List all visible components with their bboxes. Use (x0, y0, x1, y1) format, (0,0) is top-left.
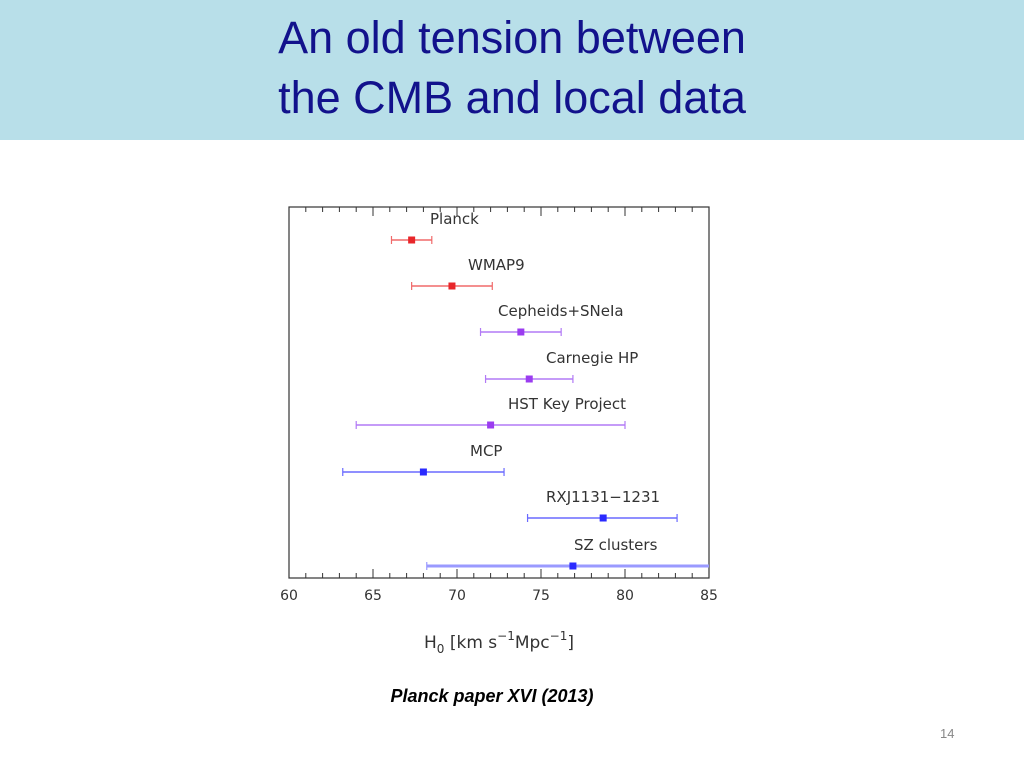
x-axis-label-part: [km s (444, 633, 497, 653)
x-axis-label-part: 0 (437, 642, 445, 656)
x-tick-label: 85 (700, 588, 718, 604)
x-tick-label: 80 (616, 588, 634, 604)
x-axis-label-part: H (424, 633, 437, 653)
plot-frame (288, 206, 710, 579)
caption: Planck paper XVI (2013) (390, 686, 594, 706)
point (599, 514, 607, 522)
point (448, 282, 456, 290)
slide-title: An old tension between (278, 12, 746, 63)
x-tick-label: 70 (448, 588, 466, 604)
slide-title: the CMB and local data (278, 72, 746, 123)
point-label: RXJ1131−1231 (546, 488, 660, 506)
x-tick-label: 75 (532, 588, 550, 604)
x-tick-label: 60 (280, 588, 298, 604)
point-label: HST Key Project (508, 395, 626, 413)
x-axis-label-part: −1 (550, 629, 568, 643)
point-label: MCP (470, 442, 502, 460)
point (408, 236, 416, 244)
point (487, 421, 495, 429)
x-axis-label-part: Mpc (515, 633, 550, 653)
x-axis-label: H0 [km s−1Mpc−1] (424, 629, 574, 656)
title-band (0, 0, 1024, 140)
point (569, 562, 577, 570)
page-number: 14 (940, 726, 955, 741)
x-axis-label-part: −1 (497, 629, 515, 643)
point (419, 468, 427, 476)
point-label: WMAP9 (468, 256, 525, 274)
point (517, 328, 525, 336)
point-label: Cepheids+SNeIa (498, 302, 624, 320)
x-axis-label-part: ] (567, 633, 574, 653)
point-label: Carnegie HP (546, 349, 638, 367)
point-label: SZ clusters (574, 536, 658, 554)
x-tick-label: 65 (364, 588, 382, 604)
point-label: Planck (430, 210, 479, 228)
point (525, 375, 533, 383)
